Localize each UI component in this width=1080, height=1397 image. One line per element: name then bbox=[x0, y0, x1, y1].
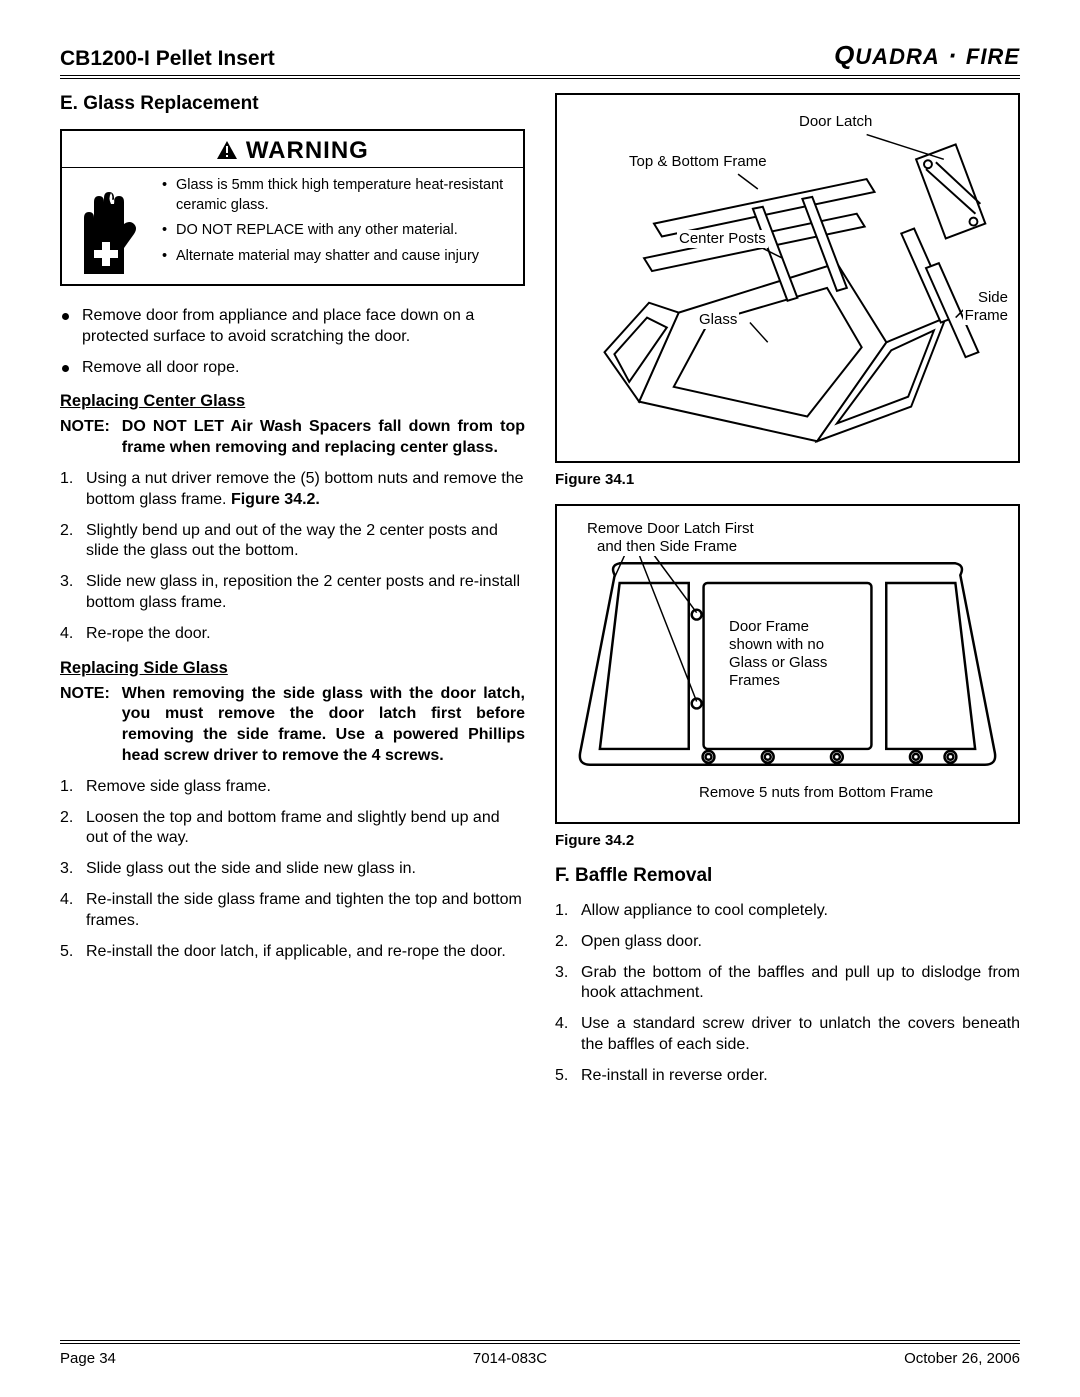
section-e-title: E. Glass Replacement bbox=[60, 93, 525, 115]
figure-34-1: Door Latch Top & Bottom Frame Center Pos… bbox=[555, 93, 1020, 463]
footer-date: October 26, 2006 bbox=[904, 1350, 1020, 1367]
fig2-label-remove2: and then Side Frame bbox=[595, 538, 739, 556]
fig1-label-side2: Frame bbox=[963, 307, 1010, 325]
fig2-label-bottom: Remove 5 nuts from Bottom Frame bbox=[697, 784, 935, 802]
intro-item: Remove door from appliance and place fac… bbox=[60, 306, 525, 348]
figure-34-1-svg bbox=[557, 95, 1018, 461]
content-columns: E. Glass Replacement WARNING bbox=[60, 93, 1020, 1101]
figure-34-1-caption: Figure 34.1 bbox=[555, 471, 1020, 488]
header-title: CB1200-I Pellet Insert bbox=[60, 47, 275, 71]
fig1-label-topbottom: Top & Bottom Frame bbox=[627, 153, 769, 171]
figure-34-2-caption: Figure 34.2 bbox=[555, 832, 1020, 849]
step-item: Re-rope the door. bbox=[60, 624, 525, 645]
fig2-label-df1: Door Frame bbox=[727, 618, 811, 636]
step-item: Using a nut driver remove the (5) bottom… bbox=[60, 469, 525, 511]
warning-item: DO NOT REPLACE with any other material. bbox=[162, 221, 513, 241]
left-column: E. Glass Replacement WARNING bbox=[60, 93, 525, 1101]
center-glass-heading: Replacing Center Glass bbox=[60, 392, 525, 411]
fig1-label-doorlatch: Door Latch bbox=[797, 113, 874, 131]
note-label: NOTE: bbox=[60, 417, 122, 459]
step-item: Open glass door. bbox=[555, 932, 1020, 953]
center-steps: Using a nut driver remove the (5) bottom… bbox=[60, 469, 525, 645]
fig1-label-centerposts: Center Posts bbox=[677, 230, 768, 248]
step-item: Allow appliance to cool completely. bbox=[555, 901, 1020, 922]
section-f-steps: Allow appliance to cool completely. Open… bbox=[555, 901, 1020, 1087]
warning-heading-text: WARNING bbox=[246, 137, 369, 164]
warning-triangle-icon bbox=[216, 140, 238, 160]
side-note: NOTE: When removing the side glass with … bbox=[60, 684, 525, 767]
warning-heading: WARNING bbox=[62, 131, 523, 168]
step-item: Slide glass out the side and slide new g… bbox=[60, 859, 525, 880]
warning-item: Glass is 5mm thick high temperature heat… bbox=[162, 176, 513, 215]
fig2-label-df4: Frames bbox=[727, 672, 782, 690]
fig2-label-df2: shown with no bbox=[727, 636, 826, 654]
figure-34-2: Remove Door Latch First and then Side Fr… bbox=[555, 504, 1020, 824]
side-glass-heading: Replacing Side Glass bbox=[60, 659, 525, 678]
step-item: Remove side glass frame. bbox=[60, 777, 525, 798]
intro-item: Remove all door rope. bbox=[60, 358, 525, 379]
step-item: Use a standard screw driver to unlatch t… bbox=[555, 1014, 1020, 1056]
fig2-label-df3: Glass or Glass bbox=[727, 654, 829, 672]
step-item: Re-install the door latch, if applicable… bbox=[60, 942, 525, 963]
step-item: Grab the bottom of the baffles and pull … bbox=[555, 963, 1020, 1005]
warning-bullets: Glass is 5mm thick high temperature heat… bbox=[162, 176, 513, 272]
note-text: DO NOT LET Air Wash Spacers fall down fr… bbox=[122, 417, 525, 459]
warning-item: Alternate material may shatter and cause… bbox=[162, 247, 513, 267]
fig2-label-remove1: Remove Door Latch First bbox=[585, 520, 756, 538]
center-note: NOTE: DO NOT LET Air Wash Spacers fall d… bbox=[60, 417, 525, 459]
footer-doc: 7014-083C bbox=[473, 1350, 547, 1367]
warning-box: WARNING Glass is 5mm thick high temperat… bbox=[60, 129, 525, 286]
note-text: When removing the side glass with the do… bbox=[122, 684, 525, 767]
right-column: Door Latch Top & Bottom Frame Center Pos… bbox=[555, 93, 1020, 1101]
step-item: Slide new glass in, reposition the 2 cen… bbox=[60, 572, 525, 614]
fig1-label-side1: Side bbox=[976, 289, 1010, 307]
step-item: Slightly bend up and out of the way the … bbox=[60, 521, 525, 563]
page-footer: Page 34 7014-083C October 26, 2006 bbox=[60, 1340, 1020, 1367]
brand-logo: QUADRA · FIRE bbox=[834, 40, 1020, 71]
step-item: Re-install the side glass frame and tigh… bbox=[60, 890, 525, 932]
fig1-label-glass: Glass bbox=[697, 311, 739, 329]
step-item: Loosen the top and bottom frame and slig… bbox=[60, 808, 525, 850]
side-steps: Remove side glass frame. Loosen the top … bbox=[60, 777, 525, 963]
page-header: CB1200-I Pellet Insert QUADRA · FIRE bbox=[60, 40, 1020, 79]
burn-hand-icon bbox=[72, 176, 152, 276]
section-f-title: F. Baffle Removal bbox=[555, 865, 1020, 887]
step-item: Re-install in reverse order. bbox=[555, 1066, 1020, 1087]
footer-page: Page 34 bbox=[60, 1350, 116, 1367]
note-label: NOTE: bbox=[60, 684, 122, 767]
intro-bullets: Remove door from appliance and place fac… bbox=[60, 306, 525, 378]
